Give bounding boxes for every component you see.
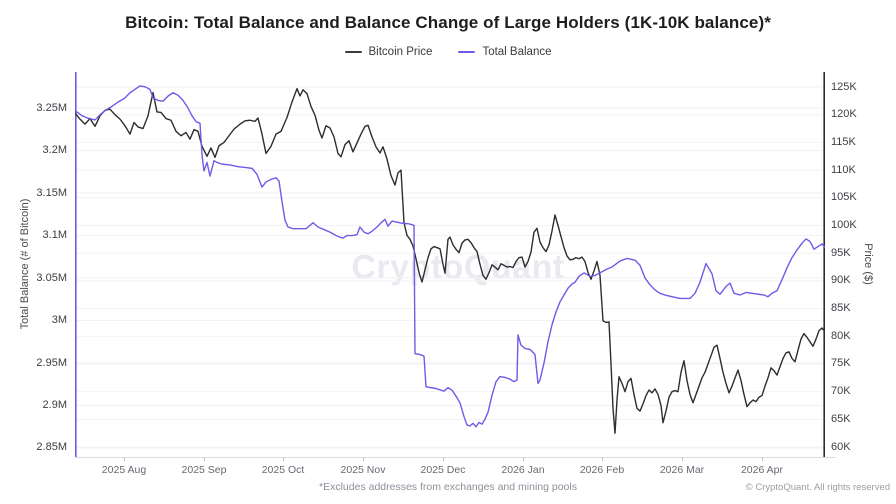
x-tick-mark-2026-Feb <box>602 457 603 461</box>
x-tick-label-2025-Dec: 2025 Dec <box>420 464 466 476</box>
right-tick-label-90K: 90K <box>831 274 851 287</box>
x-tick-mark-2025-Oct <box>283 457 284 461</box>
footnote: *Excludes addresses from exchanges and m… <box>319 481 577 493</box>
bitcoin-price-legend-swatch <box>344 50 362 53</box>
right-tick-label-110K: 110K <box>831 163 856 176</box>
left-tick-label-2.95M: 2.95M <box>36 356 67 369</box>
left-axis-title: Total Balance (# of Bitcoin) <box>19 198 31 330</box>
right-tick-label-115K: 115K <box>831 135 856 148</box>
legend-label-bitcoin-price: Bitcoin Price <box>368 45 433 58</box>
x-axis-line <box>75 457 836 458</box>
x-tick-mark-2025-Aug <box>124 457 125 461</box>
right-tick-label-70K: 70K <box>831 385 851 398</box>
right-tick-label-125K: 125K <box>831 80 857 93</box>
x-tick-label-2025-Sep: 2025 Sep <box>181 464 227 476</box>
right-tick-label-100K: 100K <box>831 219 857 231</box>
chart-canvas[interactable] <box>75 72 825 457</box>
left-tick-label-3.25M: 3.25M <box>36 101 67 114</box>
x-tick-mark-2026-Jan <box>523 457 524 461</box>
right-tick-label-85K: 85K <box>831 302 851 315</box>
left-tick-label-2.9M: 2.9M <box>42 398 67 411</box>
total-balance-legend-swatch <box>458 50 476 53</box>
left-tick-label-3M: 3M <box>51 314 67 326</box>
x-tick-label-2026-Feb: 2026 Feb <box>579 464 625 476</box>
x-tick-mark-2026-Mar <box>682 457 683 461</box>
right-tick-label-75K: 75K <box>831 357 851 370</box>
right-tick-label-60K: 60K <box>831 440 851 453</box>
left-tick-label-2.85M: 2.85M <box>36 441 67 454</box>
legend-item-total-balance[interactable]: Total Balance <box>458 46 551 58</box>
x-tick-mark-2025-Dec <box>443 457 444 461</box>
x-tick-label-2026-Mar: 2026 Mar <box>659 464 705 476</box>
x-tick-mark-2025-Sep <box>204 457 205 461</box>
total-balance-line[interactable] <box>75 85 825 428</box>
legend-item-bitcoin-price[interactable]: Bitcoin Price <box>344 45 433 58</box>
copyright: © CryptoQuant. All rights reserved <box>745 482 890 493</box>
left-tick-label-3.2M: 3.2M <box>42 144 67 157</box>
right-tick-label-120K: 120K <box>831 108 857 121</box>
right-tick-label-95K: 95K <box>831 246 851 259</box>
x-tick-mark-2025-Nov <box>363 457 364 461</box>
x-tick-label-2025-Nov: 2025 Nov <box>340 464 386 476</box>
x-tick-label-2026-Apr: 2026 Apr <box>740 464 784 476</box>
left-tick-label-3.15M: 3.15M <box>36 186 67 199</box>
left-tick-label-3.1M: 3.1M <box>42 229 67 242</box>
page-title: Bitcoin: Total Balance and Balance Chang… <box>125 13 771 32</box>
x-tick-mark-2026-Apr <box>762 457 763 461</box>
right-tick-label-80K: 80K <box>831 329 851 342</box>
right-tick-label-105K: 105K <box>831 191 857 204</box>
legend: Bitcoin Price Total Balance <box>0 44 896 59</box>
left-tick-label-3.05M: 3.05M <box>36 271 67 284</box>
x-tick-label-2026-Jan: 2026 Jan <box>501 464 545 476</box>
cryptoquant-watermark: CryptoQuant <box>351 248 565 287</box>
legend-label-total-balance: Total Balance <box>482 45 552 58</box>
bitcoin-price-line[interactable] <box>75 87 825 434</box>
right-axis-title: Price ($) <box>862 243 874 285</box>
x-tick-label-2025-Aug: 2025 Aug <box>101 464 147 476</box>
plot-area[interactable]: CryptoQuant <box>75 72 825 457</box>
right-tick-label-65K: 65K <box>831 412 851 425</box>
x-tick-label-2025-Oct: 2025 Oct <box>261 464 305 476</box>
